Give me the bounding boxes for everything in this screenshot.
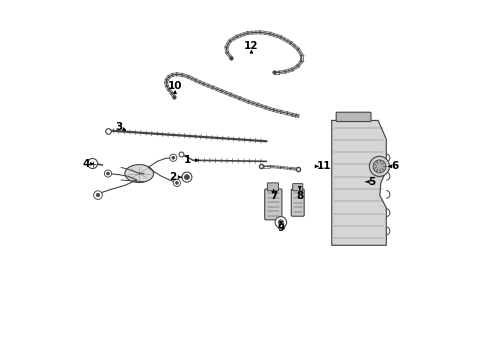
Circle shape <box>94 191 102 199</box>
Text: 3: 3 <box>115 122 122 132</box>
Circle shape <box>88 158 98 168</box>
Circle shape <box>278 220 283 225</box>
Text: 11: 11 <box>317 161 331 171</box>
FancyBboxPatch shape <box>336 112 371 122</box>
Circle shape <box>184 175 190 180</box>
Text: 6: 6 <box>392 161 398 171</box>
Circle shape <box>175 181 178 184</box>
FancyBboxPatch shape <box>265 189 282 220</box>
Polygon shape <box>332 121 386 245</box>
Circle shape <box>96 193 99 197</box>
Text: 1: 1 <box>184 155 191 165</box>
Text: 9: 9 <box>277 224 284 233</box>
FancyBboxPatch shape <box>291 189 304 216</box>
Circle shape <box>173 179 180 186</box>
Text: 2: 2 <box>169 172 176 182</box>
Text: 7: 7 <box>270 191 277 201</box>
Text: 10: 10 <box>168 81 182 91</box>
FancyBboxPatch shape <box>293 184 303 191</box>
Circle shape <box>373 160 386 173</box>
Circle shape <box>170 154 177 161</box>
FancyBboxPatch shape <box>268 183 279 191</box>
Circle shape <box>275 217 287 228</box>
Text: 5: 5 <box>368 177 376 187</box>
Text: 12: 12 <box>244 41 259 50</box>
Text: 4: 4 <box>83 159 90 169</box>
Circle shape <box>182 172 192 182</box>
Ellipse shape <box>125 165 153 183</box>
Circle shape <box>107 172 109 175</box>
Text: 8: 8 <box>296 191 303 201</box>
Circle shape <box>172 156 175 159</box>
Circle shape <box>104 170 112 177</box>
Circle shape <box>369 156 390 176</box>
